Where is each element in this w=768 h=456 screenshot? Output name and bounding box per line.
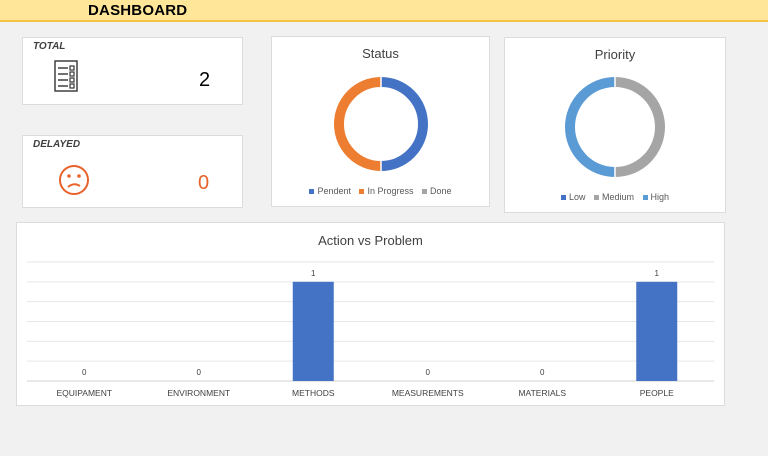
data-label-equipament: 0 <box>82 368 87 377</box>
legend-item-medium: Medium <box>593 192 634 202</box>
page-title: DASHBOARD <box>88 2 188 19</box>
status-chart-card: Status Pendent In Progress Done <box>271 36 490 207</box>
status-donut <box>334 77 428 171</box>
category-label-people: PEOPLE <box>640 388 674 398</box>
legend-item-high: High <box>642 192 669 202</box>
action-vs-problem-card: Action vs Problem 0 EQUIPAMENT 0 ENVIRONMEN… <box>16 222 725 406</box>
data-label-materials: 0 <box>540 368 545 377</box>
priority-donut <box>565 77 665 177</box>
legend-item-in-progress: In Progress <box>359 186 414 196</box>
data-label-measurements: 0 <box>426 368 431 377</box>
legend-item-pendent: Pendent <box>309 186 351 196</box>
data-label-methods: 1 <box>311 269 316 278</box>
dashboard-header: DASHBOARD <box>0 0 768 22</box>
kpi-delayed-label: DELAYED <box>33 139 81 150</box>
bar-chart-title: Action vs Problem <box>318 233 423 248</box>
priority-chart-card: Priority Low Medium High <box>504 37 726 213</box>
status-chart-title: Status <box>362 46 399 61</box>
category-label-environment: ENVIRONMENT <box>167 388 230 398</box>
kpi-card-total: TOTAL 2 <box>22 37 243 105</box>
category-label-materials: MATERIALS <box>518 388 566 398</box>
priority-chart-title: Priority <box>594 47 636 62</box>
bar-chart: 0 EQUIPAMENT 0 ENVIRONMENT 1 METHODS 0 MEASUREM… <box>27 261 714 398</box>
kpi-delayed-value: 0 <box>198 172 210 194</box>
legend-item-low: Low <box>560 192 585 202</box>
category-label-measurements: MEASUREMENTS <box>392 388 464 398</box>
priority-legend: Low Medium High <box>505 192 725 202</box>
category-label-equipament: EQUIPAMENT <box>56 388 112 398</box>
status-legend: Pendent In Progress Done <box>272 186 489 196</box>
category-label-methods: METHODS <box>292 388 335 398</box>
kpi-card-delayed: DELAYED 0 <box>22 135 243 208</box>
legend-item-done: Done <box>422 186 452 196</box>
kpi-total-label: TOTAL <box>33 41 66 52</box>
checklist-icon <box>54 60 78 97</box>
data-label-people: 1 <box>655 269 660 278</box>
kpi-total-value: 2 <box>199 69 211 91</box>
sad-face-icon <box>58 164 90 201</box>
data-label-environment: 0 <box>197 368 202 377</box>
bar-methods <box>292 281 334 381</box>
bar-people <box>636 281 678 381</box>
